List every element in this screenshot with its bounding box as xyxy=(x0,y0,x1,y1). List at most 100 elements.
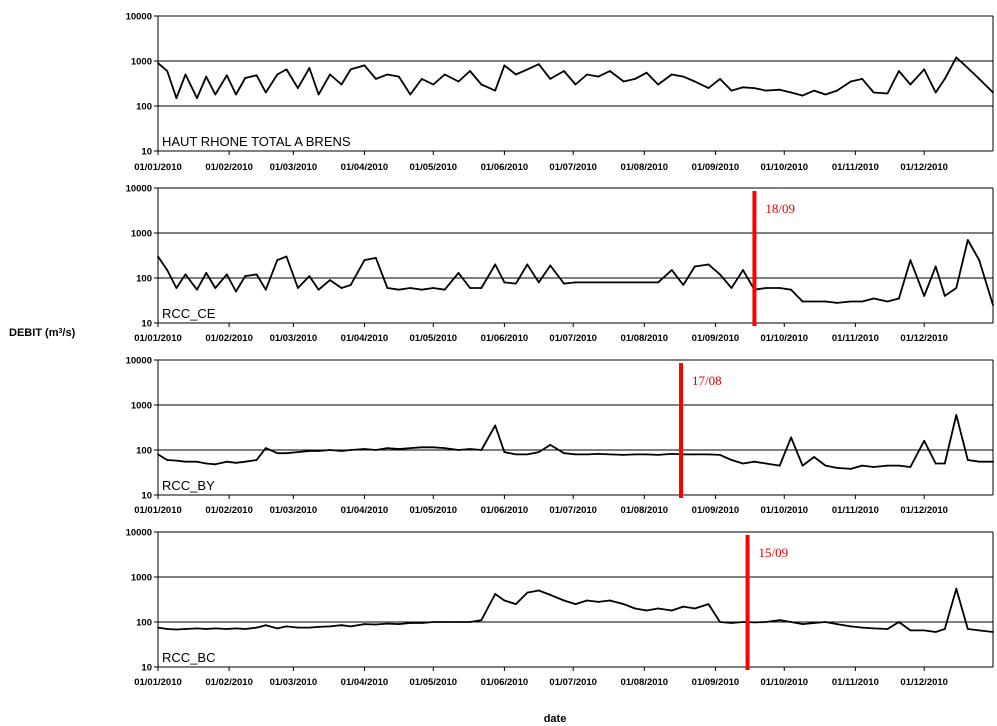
data-point xyxy=(693,265,696,268)
data-point xyxy=(184,73,187,76)
data-point xyxy=(707,87,710,89)
data-point xyxy=(457,271,460,274)
y-tick-label-10: 10 xyxy=(141,319,152,330)
data-point xyxy=(898,70,900,72)
x-tick-label-3: 01/03/2010 xyxy=(270,677,318,688)
y-tick-label-1000: 1000 xyxy=(131,57,152,68)
data-point xyxy=(764,462,767,465)
series-line xyxy=(157,239,994,306)
data-point xyxy=(375,449,377,451)
data-point xyxy=(469,70,471,72)
data-point xyxy=(196,460,198,463)
data-point xyxy=(861,300,864,303)
data-point xyxy=(264,624,267,627)
data-point xyxy=(184,460,187,463)
data-point xyxy=(586,281,588,284)
data-point xyxy=(824,621,827,623)
data-point xyxy=(813,622,815,624)
x-tick-label-12: 01/12/2010 xyxy=(900,505,948,516)
x-tick-label-2: 01/02/2010 xyxy=(205,677,253,688)
data-point xyxy=(432,287,435,289)
y-tick-label-100: 100 xyxy=(136,102,152,113)
data-point xyxy=(923,68,926,71)
data-point xyxy=(276,627,279,630)
data-point xyxy=(157,453,159,456)
data-point xyxy=(719,453,721,456)
data-point xyxy=(386,447,389,450)
panel-label: RCC_BY xyxy=(162,478,215,493)
x-tick-label-11: 01/11/2010 xyxy=(832,162,879,173)
data-point xyxy=(923,629,926,632)
x-tick-label-2: 01/02/2010 xyxy=(205,162,253,173)
data-point xyxy=(349,449,352,451)
data-point xyxy=(235,93,237,96)
data-point xyxy=(861,464,864,467)
data-point xyxy=(349,625,352,628)
data-point xyxy=(836,89,838,92)
y-tick-label-10: 10 xyxy=(141,663,152,674)
data-point xyxy=(563,70,565,72)
data-point xyxy=(457,80,460,83)
data-point xyxy=(432,621,435,623)
data-point xyxy=(340,450,343,452)
data-point xyxy=(308,67,311,69)
data-point xyxy=(285,255,288,258)
x-tick-label-3: 01/03/2010 xyxy=(270,505,318,516)
data-point xyxy=(943,462,946,465)
data-point xyxy=(978,78,981,80)
data-point xyxy=(966,628,969,630)
data-point xyxy=(317,93,320,96)
x-tick-label-10: 01/10/2010 xyxy=(760,162,808,173)
data-point xyxy=(205,628,208,630)
data-point xyxy=(955,587,958,590)
data-point xyxy=(308,275,311,278)
data-point xyxy=(329,625,331,628)
data-point xyxy=(943,295,946,297)
data-point xyxy=(276,259,279,261)
data-point xyxy=(898,297,900,300)
data-point xyxy=(276,73,279,76)
x-tick-label-6: 01/06/2010 xyxy=(481,162,529,173)
data-point xyxy=(657,281,659,284)
data-point xyxy=(597,600,600,603)
data-point xyxy=(297,626,299,629)
x-tick-label-1: 01/01/2010 xyxy=(134,677,182,688)
data-point xyxy=(849,625,852,628)
y-tick-label-10000: 10000 xyxy=(126,356,152,367)
data-point xyxy=(645,281,648,284)
data-point xyxy=(235,461,237,464)
data-point xyxy=(707,603,710,605)
data-point xyxy=(469,621,471,623)
data-point xyxy=(526,591,529,594)
data-point xyxy=(753,621,756,624)
data-point xyxy=(707,263,710,266)
data-point xyxy=(778,464,781,467)
data-point xyxy=(537,589,540,592)
data-point xyxy=(693,607,696,610)
y-tick-label-10000: 10000 xyxy=(126,12,152,23)
data-point xyxy=(184,628,187,630)
data-point xyxy=(225,460,228,463)
data-point xyxy=(157,255,159,258)
data-point xyxy=(693,453,696,456)
data-point xyxy=(432,446,435,449)
data-point xyxy=(955,56,958,59)
data-point xyxy=(597,452,600,455)
data-point xyxy=(645,609,648,612)
data-point xyxy=(244,275,247,278)
data-point xyxy=(349,68,352,71)
data-point xyxy=(824,464,827,467)
data-point xyxy=(503,64,506,67)
data-point xyxy=(549,264,552,267)
data-point xyxy=(420,288,423,291)
x-tick-label-1: 01/01/2010 xyxy=(134,333,182,344)
data-point xyxy=(719,621,721,623)
data-point xyxy=(597,75,600,78)
panel-1: 10 100 1000 10000 01/01/2010 01/02/2010 01/03/… xyxy=(126,12,994,173)
y-tick-label-1000: 1000 xyxy=(131,229,152,240)
data-point xyxy=(420,78,423,80)
data-point xyxy=(397,448,400,450)
data-point xyxy=(537,63,540,66)
data-point xyxy=(934,462,937,465)
panels: 10 100 1000 10000 01/01/2010 01/02/2010 01/03/… xyxy=(126,12,994,688)
